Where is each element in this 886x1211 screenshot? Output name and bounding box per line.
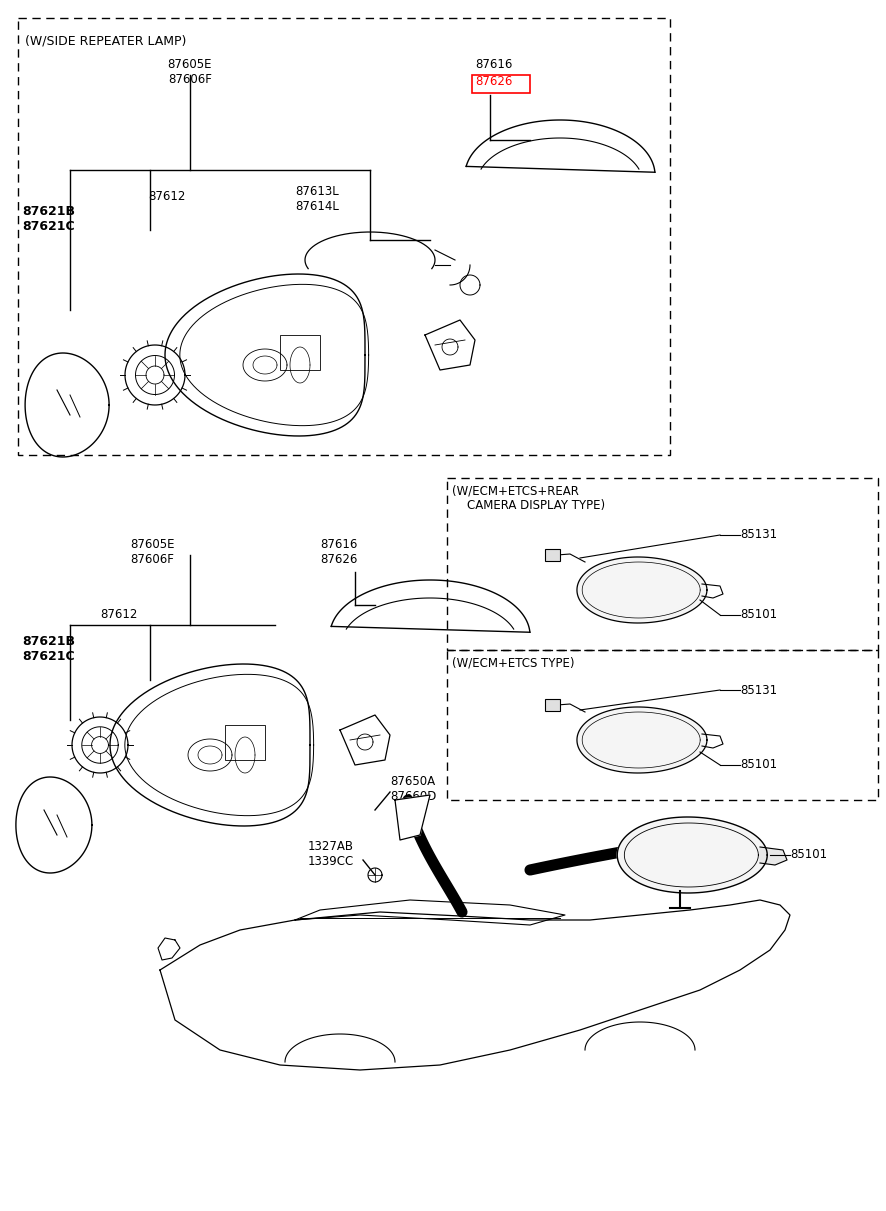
Text: 85131: 85131	[740, 683, 777, 696]
Text: 85131: 85131	[740, 528, 777, 541]
Text: 87621B
87621C: 87621B 87621C	[22, 205, 75, 233]
Polygon shape	[577, 557, 707, 622]
Text: 87605E
87606F: 87605E 87606F	[130, 538, 175, 566]
Text: 87621B
87621C: 87621B 87621C	[22, 635, 75, 662]
Bar	[472, 75, 530, 93]
Text: 1327AB
1339CC: 1327AB 1339CC	[308, 840, 354, 868]
Bar	[545, 699, 560, 711]
Bar	[225, 725, 265, 761]
Bar	[545, 549, 560, 561]
Text: 87650A
87660D: 87650A 87660D	[390, 775, 437, 803]
Text: (W/ECM+ETCS+REAR
    CAMERA DISPLAY TYPE): (W/ECM+ETCS+REAR CAMERA DISPLAY TYPE)	[452, 484, 605, 512]
Text: 87605E
87606F: 87605E 87606F	[167, 58, 213, 86]
Text: 87626: 87626	[475, 75, 512, 88]
Text: (W/ECM+ETCS TYPE): (W/ECM+ETCS TYPE)	[452, 656, 574, 668]
Polygon shape	[395, 794, 430, 840]
Text: 85101: 85101	[790, 849, 828, 861]
Text: 85101: 85101	[740, 608, 777, 621]
Text: 85101: 85101	[740, 758, 777, 771]
Text: 87613L
87614L: 87613L 87614L	[295, 185, 338, 213]
Text: 87616: 87616	[475, 58, 512, 71]
Text: 87612: 87612	[100, 608, 137, 621]
Text: (W/SIDE REPEATER LAMP): (W/SIDE REPEATER LAMP)	[25, 35, 186, 48]
Polygon shape	[577, 707, 707, 773]
Text: 87612: 87612	[148, 190, 185, 203]
Bar	[280, 335, 320, 371]
Polygon shape	[760, 846, 787, 865]
Text: 87616
87626: 87616 87626	[320, 538, 357, 566]
Polygon shape	[618, 817, 767, 893]
